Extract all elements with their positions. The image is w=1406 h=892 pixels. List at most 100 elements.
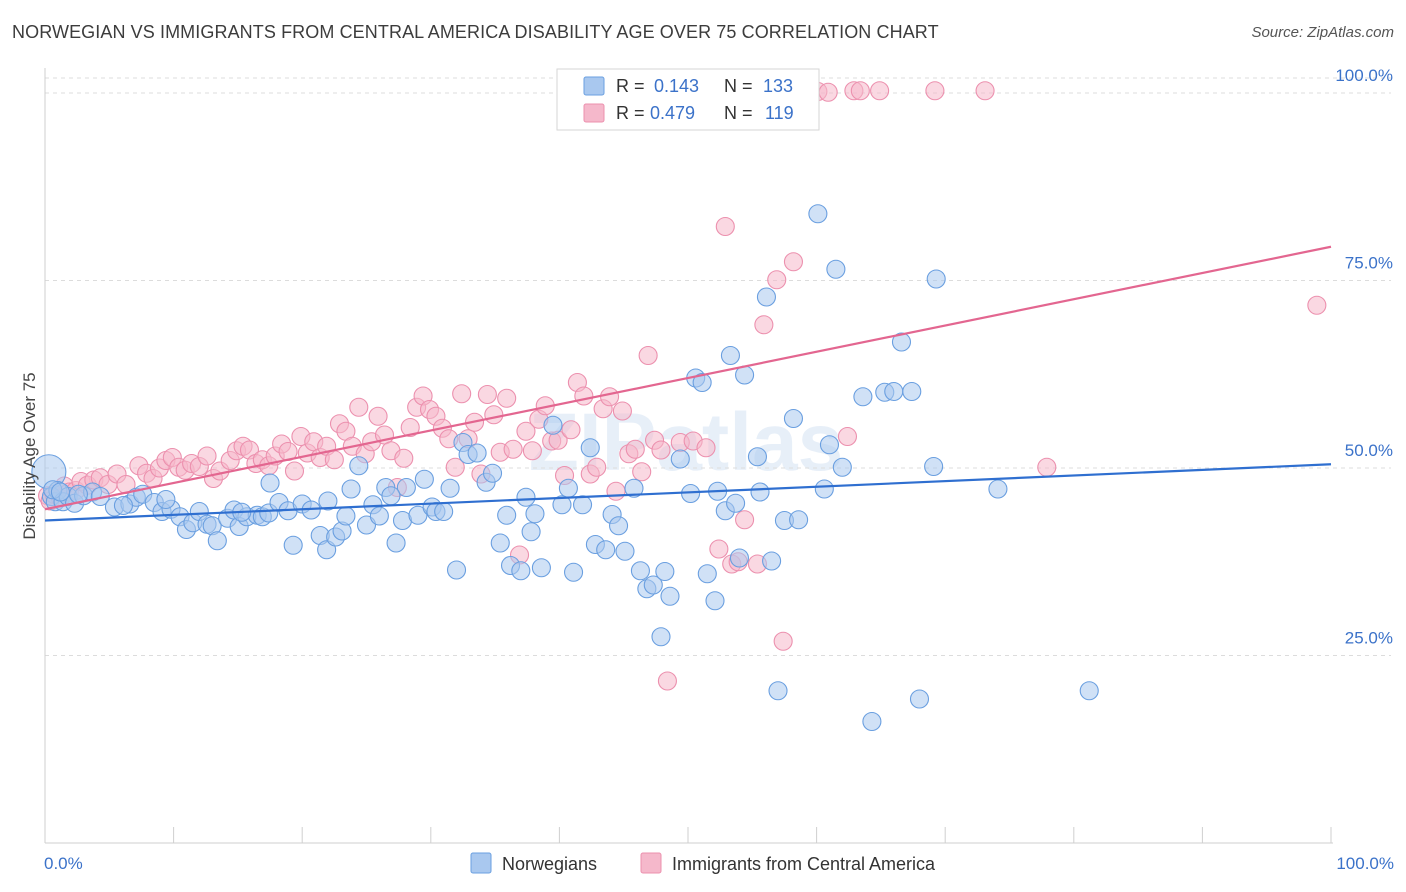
data-point xyxy=(624,478,644,498)
data-point xyxy=(754,315,774,335)
data-point xyxy=(609,516,629,536)
data-point xyxy=(818,82,838,102)
stats-n-label-1: N = xyxy=(724,76,753,96)
stats-n-value-1: 133 xyxy=(763,76,793,96)
x-tick-label-min: 0.0% xyxy=(44,854,83,873)
stats-r-label-1: R = xyxy=(616,76,645,96)
stats-n-label-2: N = xyxy=(724,103,753,123)
data-point xyxy=(926,269,946,289)
data-point xyxy=(850,81,870,101)
data-point xyxy=(386,533,406,553)
data-point xyxy=(207,531,227,551)
data-point xyxy=(696,438,716,458)
data-point xyxy=(434,501,454,522)
stats-n-value-2: 119 xyxy=(765,103,794,123)
data-point xyxy=(50,482,70,502)
data-point xyxy=(670,449,690,469)
y-tick-label: 75.0% xyxy=(1345,254,1393,273)
data-point xyxy=(853,387,873,407)
data-point xyxy=(482,463,503,483)
stats-legend: R = 0.143 N = 133 R = 0.479 N = 119 xyxy=(556,68,820,131)
data-point xyxy=(909,689,930,709)
source-credit: Source: ZipAtlas.com xyxy=(1251,24,1394,41)
series-norwegians-points xyxy=(31,204,1099,732)
data-point xyxy=(580,438,600,458)
data-point xyxy=(552,495,572,515)
stats-swatch-norwegians xyxy=(583,76,605,96)
chart-title: NORWEGIAN VS IMMIGRANTS FROM CENTRAL AME… xyxy=(12,22,939,42)
data-point xyxy=(1037,457,1057,477)
data-point xyxy=(341,479,361,499)
y-axis-tick-labels: 25.0% 50.0% 75.0% 100.0% xyxy=(1335,66,1393,648)
data-point xyxy=(862,711,882,732)
data-point xyxy=(349,397,369,417)
data-point xyxy=(369,506,389,526)
data-point xyxy=(283,535,303,555)
data-point xyxy=(643,575,663,595)
data-point xyxy=(477,384,497,405)
data-point xyxy=(516,421,536,441)
data-point xyxy=(521,522,541,542)
data-point xyxy=(826,259,846,279)
data-point xyxy=(396,477,416,498)
data-point xyxy=(336,506,356,526)
data-point xyxy=(632,462,652,482)
y-tick-label: 100.0% xyxy=(1335,66,1393,85)
data-point xyxy=(525,504,545,524)
series-legend: Norwegians Immigrants from Central Ameri… xyxy=(470,852,936,874)
y-tick-label: 25.0% xyxy=(1345,629,1393,648)
data-point xyxy=(445,457,465,477)
data-point xyxy=(692,372,712,393)
data-point xyxy=(600,387,620,407)
data-point xyxy=(697,564,717,584)
data-point xyxy=(660,586,680,606)
data-point xyxy=(260,473,280,493)
stats-swatch-immigrants xyxy=(583,103,605,123)
data-point xyxy=(572,495,593,515)
data-point xyxy=(400,417,420,438)
data-point xyxy=(1079,681,1099,701)
data-point xyxy=(808,204,828,224)
grid-lines xyxy=(45,77,1391,656)
data-point xyxy=(558,478,578,498)
data-point xyxy=(587,457,607,477)
data-point xyxy=(715,216,735,237)
series-immigrants-points xyxy=(38,81,1327,691)
data-point xyxy=(381,486,401,506)
data-point xyxy=(197,446,217,466)
data-point xyxy=(318,491,338,511)
data-point xyxy=(606,481,626,501)
data-point xyxy=(651,627,671,647)
data-point xyxy=(612,401,632,421)
data-point xyxy=(596,540,616,560)
data-point xyxy=(440,478,460,498)
y-axis-title: Disability Age Over 75 xyxy=(20,372,39,539)
data-point xyxy=(630,561,650,581)
data-point xyxy=(783,252,804,272)
data-point xyxy=(705,591,725,611)
trend-lines xyxy=(44,245,1332,522)
data-point xyxy=(503,439,523,459)
data-point xyxy=(368,406,388,426)
legend-label-norwegians: Norwegians xyxy=(502,854,597,874)
data-point xyxy=(638,345,658,366)
trend-line xyxy=(44,463,1332,522)
data-point xyxy=(884,381,904,402)
x-axis-ticks xyxy=(173,827,1332,843)
data-point xyxy=(767,270,787,290)
data-point xyxy=(452,384,472,404)
data-point xyxy=(467,443,487,463)
data-point xyxy=(414,469,434,489)
data-point xyxy=(615,541,635,561)
data-point xyxy=(657,671,677,691)
data-point xyxy=(729,548,749,568)
data-point xyxy=(720,345,740,366)
data-point xyxy=(709,539,729,559)
y-tick-label: 50.0% xyxy=(1345,441,1393,460)
data-point xyxy=(762,551,782,571)
data-point xyxy=(975,81,995,101)
stats-r-value-2: 0.479 xyxy=(650,103,695,123)
data-point xyxy=(819,435,840,455)
stats-r-label-2: R = xyxy=(616,103,645,123)
data-point xyxy=(625,439,645,459)
